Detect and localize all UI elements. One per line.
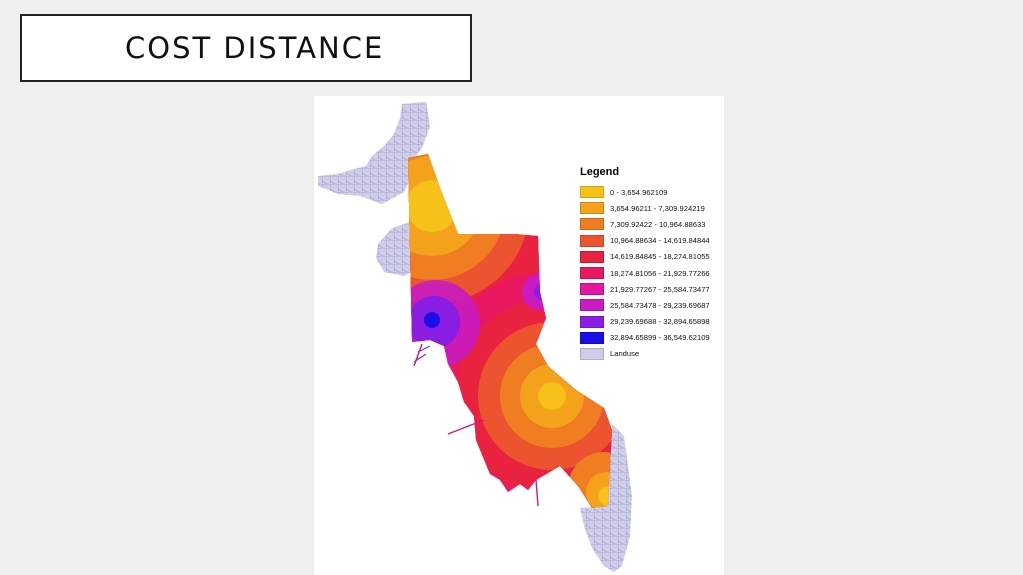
legend-swatch [580,218,604,231]
map-panel: Legend 0 - 3,654.962109 3,654.96211 - 7,3… [314,96,724,575]
legend-label: 3,654.96211 - 7,309.924219 [610,203,705,213]
legend-item: Landuse [580,346,720,362]
legend-label: 10,964.88634 - 14,619.84844 [610,236,710,246]
legend-swatch [580,299,604,312]
legend-item: 14,619.84845 - 18,274.81055 [580,249,720,265]
legend-item: 21,929.77267 - 25,584.73477 [580,281,720,297]
legend-item: 10,964.88634 - 14,619.84844 [580,233,720,249]
legend-swatch [580,267,604,280]
legend-label: 0 - 3,654.962109 [610,187,668,197]
legend-swatch [580,331,604,344]
legend-item: 7,309.92422 - 10,964.88633 [580,216,720,232]
legend-label: 29,239.69688 - 32,894.65898 [610,317,710,327]
slide-title-box: COST DISTANCE [20,14,472,82]
legend-label: 21,929.77267 - 25,584.73477 [610,284,710,294]
channel-lines [413,343,539,507]
legend-label: 25,584.73478 - 29,239.69687 [610,300,710,310]
legend-item: 29,239.69688 - 32,894.65898 [580,314,720,330]
legend-label: 14,619.84845 - 18,274.81055 [610,252,710,262]
legend-swatch [580,283,604,296]
cost-distance-map [318,102,632,572]
legend-item: 25,584.73478 - 29,239.69687 [580,297,720,313]
legend-swatch [580,250,604,263]
legend-swatch [580,315,604,328]
legend-label: 32,894.65899 - 36,549.62109 [610,333,710,343]
legend-item: 3,654.96211 - 7,309.924219 [580,200,720,216]
legend-swatch [580,234,604,247]
legend-item: 0 - 3,654.962109 [580,184,720,200]
legend-item: 18,274.81056 - 21,929.77266 [580,265,720,281]
legend-label: 7,309.92422 - 10,964.88633 [610,219,706,229]
legend-item: 32,894.65899 - 36,549.62109 [580,330,720,346]
map-legend: Legend 0 - 3,654.962109 3,654.96211 - 7,3… [580,166,720,362]
legend-swatch [580,186,604,199]
slide-title: COST DISTANCE [125,31,385,65]
legend-title: Legend [580,166,620,178]
legend-swatch [580,347,604,360]
legend-label: Landuse [610,349,640,359]
landuse-layer [318,102,632,572]
legend-items: 0 - 3,654.962109 3,654.96211 - 7,309.9242… [580,184,720,362]
legend-swatch [580,202,604,215]
legend-label: 18,274.81056 - 21,929.77266 [610,268,710,278]
